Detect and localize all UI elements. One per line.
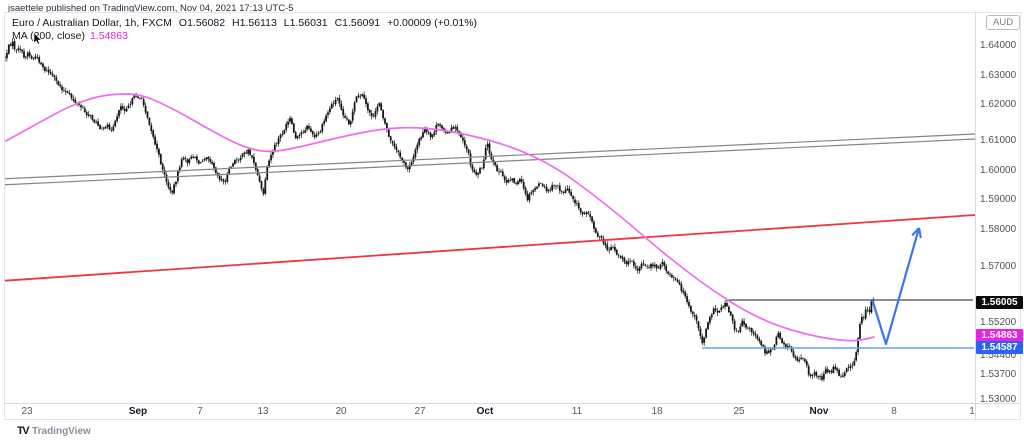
published-byline: jsaettele published on TradingView.com, …: [8, 3, 294, 14]
time-tick-label: 20: [335, 406, 347, 417]
ma-legend[interactable]: MA (200, close) 1.54863: [12, 30, 128, 42]
time-axis-separator: [4, 403, 1021, 404]
time-tick-label: 1: [969, 406, 975, 417]
symbol-legend[interactable]: Euro / Australian Dollar, 1h, FXCM O1.560…: [12, 17, 484, 29]
ohlc-item: H1.56113: [232, 17, 277, 29]
price-tick-label: 1.61000: [980, 135, 1017, 146]
price-tick-label: 1.53000: [980, 394, 1017, 405]
price-tick-label: 1.63000: [980, 70, 1017, 81]
price-level-badge: 1.54863: [976, 328, 1023, 342]
price-level-badge: 1.56005: [976, 295, 1023, 309]
tradingview-logo[interactable]: TV TradingView: [17, 425, 91, 437]
mouse-cursor-icon: [34, 33, 42, 45]
symbol-title: Euro / Australian Dollar, 1h, FXCM: [12, 17, 172, 29]
time-tick-label: 25: [733, 406, 745, 417]
price-tick-label: 1.59000: [980, 194, 1017, 205]
time-tick-label: 27: [414, 406, 426, 417]
price-tick-label: 1.54400: [980, 350, 1017, 361]
time-tick-label: 7: [197, 406, 203, 417]
time-tick-label: 18: [651, 406, 663, 417]
ma-value: 1.54863: [89, 30, 128, 42]
price-tick-label: 1.64000: [980, 40, 1017, 51]
change-value: +0.00009 (+0.01%): [387, 17, 478, 29]
time-tick-label: 23: [21, 406, 33, 417]
price-tick-label: 1.62000: [980, 99, 1017, 110]
price-tick-label: 1.55200: [980, 317, 1017, 328]
ohlc-item: L1.56031: [283, 17, 328, 29]
time-tick-label: Oct: [476, 406, 494, 417]
time-tick-label: 8: [891, 406, 897, 417]
currency-badge: AUD: [986, 15, 1021, 30]
time-tick-label: Nov: [809, 406, 829, 417]
tradingview-wordmark: TradingView: [32, 425, 91, 437]
time-tick-label: 13: [257, 406, 269, 417]
price-level-badge: 1.54587: [976, 340, 1023, 354]
price-tick-label: 1.53700: [980, 369, 1017, 380]
ohlc-item: O1.56082: [178, 17, 226, 29]
price-axis-separator: [975, 12, 976, 420]
price-tick-label: 1.58000: [980, 224, 1017, 235]
ma-label: MA (200, close): [12, 30, 85, 42]
tradingview-logo-icon: TV: [17, 425, 30, 437]
time-tick-label: 11: [571, 406, 583, 417]
price-tick-label: 1.60000: [980, 165, 1017, 176]
plot-border: [4, 12, 1021, 420]
price-tick-label: 1.57000: [980, 261, 1017, 272]
ohlc-item: C1.56091: [334, 17, 381, 29]
time-tick-label: Sep: [128, 406, 148, 417]
ohlc-values: O1.56082 H1.56113 L1.56031 C1.56091: [179, 17, 387, 29]
